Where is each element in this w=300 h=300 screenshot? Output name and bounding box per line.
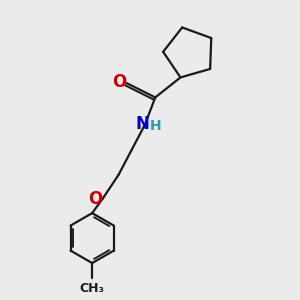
Text: H: H: [150, 119, 162, 134]
Text: O: O: [88, 190, 102, 208]
Text: O: O: [112, 73, 126, 91]
Text: N: N: [135, 115, 149, 133]
Text: CH₃: CH₃: [80, 282, 105, 295]
